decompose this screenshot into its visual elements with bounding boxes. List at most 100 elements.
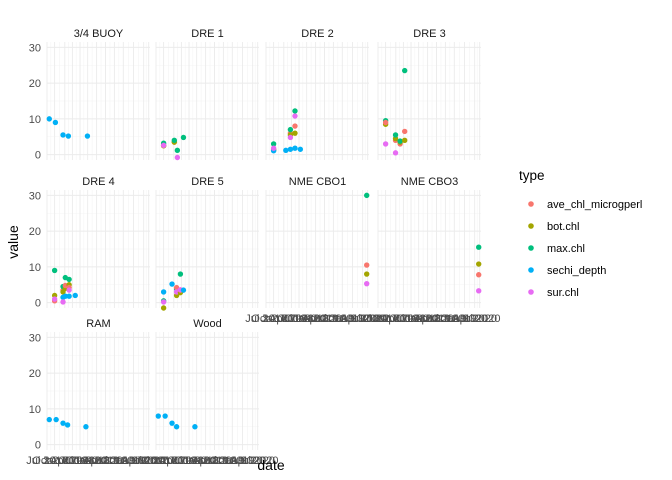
data-point — [160, 299, 167, 305]
legend-label: sechi_depth — [547, 265, 606, 277]
x-tick-label: Apr 2018 — [159, 455, 204, 467]
data-point — [476, 272, 482, 278]
data-point — [173, 424, 180, 430]
x-tick-label: Apr 2020 — [452, 313, 497, 325]
x-tick-label: Apr 2018 — [381, 313, 426, 325]
x-tick-label: Jul 2019 — [425, 313, 467, 325]
y-tick-label: 0 — [35, 440, 41, 452]
facet-strip-label: NME CBO3 — [401, 176, 458, 188]
data-point — [60, 299, 66, 305]
x-tick-label: Jan 2019 — [293, 313, 338, 325]
data-point — [169, 420, 175, 426]
data-point — [382, 119, 389, 126]
legend-item: ave_chl_microgperl — [528, 199, 642, 211]
legend-item: sechi_depth — [528, 265, 606, 277]
data-point — [155, 413, 161, 419]
x-tick-label: Jul 2019 — [203, 455, 245, 467]
data-point — [364, 271, 370, 277]
data-point — [402, 67, 408, 74]
data-point — [287, 126, 294, 133]
x-tick-label: Apr 2019 — [83, 455, 128, 467]
x-axis-title: date — [257, 457, 284, 473]
x-tick-label: Jan 2020 — [330, 313, 375, 325]
legend-key — [528, 201, 534, 207]
x-tick-label: Oct 2018 — [174, 455, 219, 467]
data-point — [270, 145, 277, 151]
x-tick-label: Jan 2020 — [220, 455, 265, 467]
x-tick-label: Oct 2019 — [320, 313, 365, 325]
facet-strip-label: DRE 5 — [191, 176, 223, 188]
facet-panel: DRE 1 — [155, 28, 259, 161]
data-point — [364, 280, 370, 287]
x-tick-label: Jul 2017 — [245, 313, 287, 325]
x-tick-label: Oct 2018 — [396, 313, 441, 325]
x-tick-label: Jul 2018 — [168, 455, 210, 467]
legend-item: sur.chl — [528, 287, 579, 299]
data-point — [174, 154, 181, 161]
data-point — [270, 141, 277, 147]
data-point — [62, 293, 69, 299]
data-point — [402, 137, 408, 144]
data-point — [402, 128, 408, 135]
y-tick-label: 0 — [35, 150, 41, 162]
facet-strip-label: 3/4 BUOY — [74, 28, 124, 40]
data-point — [83, 424, 89, 430]
data-point — [287, 134, 294, 141]
x-tick-label: Oct 2019 — [432, 313, 477, 325]
x-tick-label: Jul 2019 — [94, 455, 136, 467]
data-point — [160, 305, 167, 311]
legend-key — [528, 223, 534, 229]
data-point — [392, 150, 399, 156]
legend-item: max.chl — [528, 243, 585, 255]
legend-label: bot.chl — [547, 221, 579, 233]
data-point — [177, 271, 184, 277]
x-tick-label: Jul 2020 — [459, 313, 501, 325]
legend-title: type — [519, 168, 545, 183]
y-tick-label: 30 — [29, 332, 41, 344]
y-tick-label: 0 — [35, 298, 41, 310]
y-tick-label: 30 — [29, 42, 41, 54]
x-tick-label: Apr 2018 — [269, 313, 314, 325]
y-tick-label: 10 — [29, 114, 41, 126]
x-tick-label: Jul 2017 — [357, 313, 399, 325]
x-tick-label: Jul 2018 — [278, 313, 320, 325]
legend: type ave_chl_microgperl bot.chl max.chl sec… — [519, 168, 642, 299]
y-tick-label: 20 — [29, 226, 41, 238]
x-tick-label: Jan 2020 — [111, 455, 156, 467]
y-tick-label: 20 — [29, 78, 41, 90]
y-axis-title: value — [5, 225, 21, 259]
x-tick-label: Jul 2020 — [237, 455, 279, 467]
data-point — [46, 116, 52, 122]
x-tick-label: Jul 2018 — [59, 455, 101, 467]
x-tick-label: Apr 2018 — [50, 455, 95, 467]
data-point — [292, 113, 298, 119]
x-tick-label: Oct 2017 — [141, 455, 186, 467]
x-tick-label: Jul 2020 — [347, 313, 389, 325]
data-point — [174, 147, 181, 154]
legend-key — [528, 245, 534, 251]
facet-strip-label: NME CBO1 — [289, 176, 346, 188]
data-point — [180, 134, 187, 141]
data-point — [160, 142, 167, 149]
facet-strip-label: DRE 4 — [82, 176, 114, 188]
facet-panel: DRE 4 0 10 20 30 — [29, 176, 150, 310]
x-tick-label: Jan 2019 — [405, 313, 450, 325]
x-tick-label: Jul 2020 — [128, 455, 170, 467]
facet-strip-label: DRE 1 — [191, 28, 223, 40]
data-point — [397, 138, 403, 144]
facet-panels: 3/4 BUOY 0 10 20 30 DRE 1 DRE 2 DRE 3 DRE 4 0 10 20… — [26, 28, 500, 467]
x-tick-label: Apr 2019 — [192, 455, 237, 467]
facet-strip-label: DRE 3 — [413, 28, 445, 40]
data-point — [476, 261, 482, 267]
y-tick-label: 10 — [29, 262, 41, 274]
data-point — [46, 416, 52, 423]
data-point — [292, 108, 298, 114]
data-point — [160, 289, 167, 295]
x-tick-label: Jan 2018 — [42, 455, 87, 467]
data-point — [171, 137, 178, 144]
facet-strip-label: RAM — [86, 318, 110, 330]
x-tick-label: Apr 2020 — [121, 455, 166, 467]
x-tick-label: Apr 2019 — [414, 313, 459, 325]
